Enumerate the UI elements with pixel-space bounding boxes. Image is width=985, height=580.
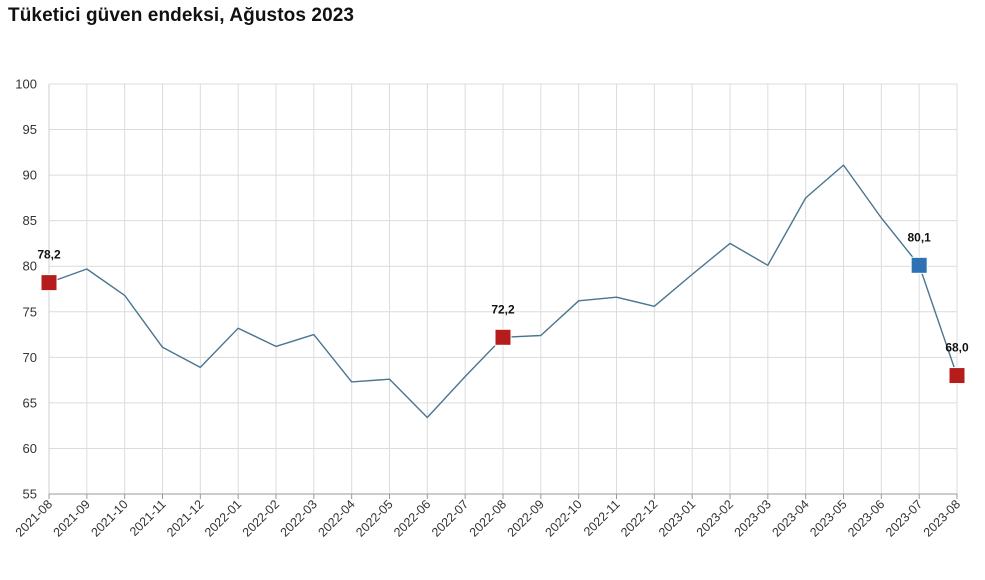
x-tick-label: 2022-01 xyxy=(202,497,244,539)
y-tick-label: 95 xyxy=(23,122,37,137)
data-point xyxy=(388,377,392,381)
x-tick-label: 2022-12 xyxy=(618,497,660,539)
x-tick-label: 2022-03 xyxy=(278,497,320,539)
data-point xyxy=(842,163,846,167)
data-label: 72,2 xyxy=(491,302,515,316)
x-tick-label: 2021-12 xyxy=(164,497,206,539)
highlight-marker xyxy=(40,274,58,292)
data-point xyxy=(161,345,165,349)
highlight-marker xyxy=(948,367,966,385)
data-point xyxy=(425,415,429,419)
x-tick-label: 2023-06 xyxy=(845,497,887,539)
y-tick-label: 60 xyxy=(23,441,37,456)
data-point xyxy=(463,374,467,378)
y-tick-label: 65 xyxy=(23,395,37,410)
data-point xyxy=(350,380,354,384)
x-tick-label: 2023-02 xyxy=(694,497,736,539)
y-tick-label: 55 xyxy=(23,487,37,502)
highlight-markers: 78,2 72,2 80,1 68,0 xyxy=(37,230,969,385)
x-tick-label: 2022-08 xyxy=(467,497,509,539)
x-tick-label: 2021-10 xyxy=(88,497,130,539)
x-tick-label: 2023-01 xyxy=(656,497,698,539)
data-label: 80,1 xyxy=(907,230,931,244)
x-tick-label: 2023-07 xyxy=(883,497,925,539)
x-tick-label: 2022-07 xyxy=(429,497,471,539)
y-tick-label: 90 xyxy=(23,168,37,183)
x-axis: 2021-082021-092021-102021-112021-122022-… xyxy=(13,493,963,540)
x-tick-label: 2023-05 xyxy=(807,497,849,539)
data-point xyxy=(312,333,316,337)
y-tick-label: 100 xyxy=(15,77,37,92)
x-tick-label: 2021-09 xyxy=(51,497,93,539)
data-point xyxy=(766,263,770,267)
data-point xyxy=(690,272,694,276)
data-label: 78,2 xyxy=(37,248,61,262)
x-tick-label: 2023-04 xyxy=(769,497,811,539)
data-point xyxy=(615,295,619,299)
data-point xyxy=(274,344,278,348)
data-point xyxy=(198,365,202,369)
highlight-marker xyxy=(494,328,512,346)
data-point xyxy=(879,216,883,220)
y-tick-label: 85 xyxy=(23,213,37,228)
gridlines xyxy=(48,83,958,495)
y-tick-label: 75 xyxy=(23,304,37,319)
x-tick-label: 2023-08 xyxy=(921,497,963,539)
x-tick-label: 2022-10 xyxy=(542,497,584,539)
data-label: 68,0 xyxy=(945,341,969,355)
y-tick-label: 70 xyxy=(23,350,37,365)
chart-title: Tüketici güven endeksi, Ağustos 2023 xyxy=(8,5,355,26)
y-tick-label: 80 xyxy=(23,259,37,274)
x-tick-label: 2022-09 xyxy=(505,497,547,539)
data-point xyxy=(804,196,808,200)
x-tick-label: 2022-06 xyxy=(391,497,433,539)
x-tick-label: 2021-08 xyxy=(13,497,55,539)
data-point xyxy=(236,326,240,330)
x-tick-label: 2023-03 xyxy=(732,497,774,539)
highlight-marker xyxy=(910,256,928,274)
data-point xyxy=(728,241,732,245)
data-point xyxy=(123,293,127,297)
x-tick-label: 2022-04 xyxy=(315,497,357,539)
data-point xyxy=(652,304,656,308)
x-tick-label: 2021-11 xyxy=(127,497,169,539)
x-tick-label: 2022-11 xyxy=(581,497,623,539)
data-point xyxy=(539,333,543,337)
x-tick-label: 2022-05 xyxy=(353,497,395,539)
data-point xyxy=(577,299,581,303)
x-tick-label: 2022-02 xyxy=(240,497,282,539)
data-point xyxy=(85,267,89,271)
